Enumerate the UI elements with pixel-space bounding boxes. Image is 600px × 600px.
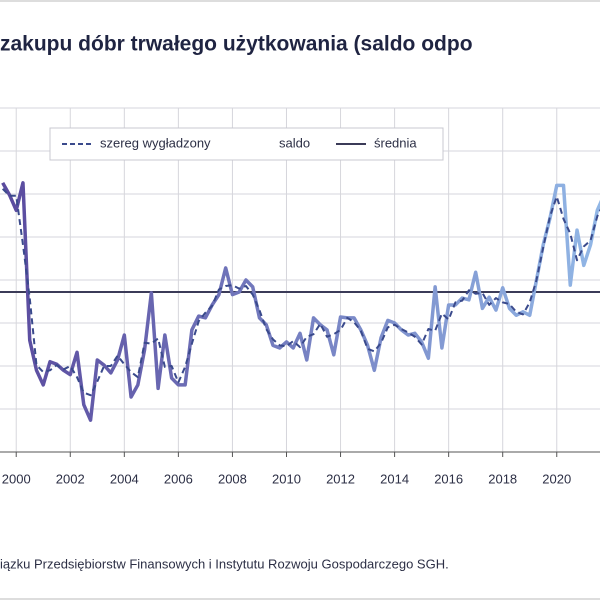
x-tick-label: 2020	[542, 471, 571, 486]
source-note: iązku Przedsiębiorstw Finansowych i Inst…	[0, 556, 449, 571]
series-line	[1, 181, 600, 422]
legend-label: średnia	[374, 135, 417, 150]
x-tick-label: 2002	[56, 471, 85, 486]
x-tick-label: 2008	[218, 471, 247, 486]
x-tick-label: 2006	[164, 471, 193, 486]
x-tick-label: 2010	[272, 471, 301, 486]
legend-label: szereg wygładzony	[100, 135, 211, 150]
chart-title: zakupu dóbr trwałego użytkowania (saldo …	[0, 33, 473, 56]
series-line	[1, 188, 600, 397]
x-tick-label: 2012	[326, 471, 355, 486]
x-tick-label: 2004	[110, 471, 139, 486]
x-tick-label: 2016	[434, 471, 463, 486]
legend-label: saldo	[279, 135, 310, 150]
x-tick-label: 2000	[2, 471, 31, 486]
legend: szereg wygładzony saldo średnia	[49, 127, 444, 161]
x-tick-label: 2018	[488, 471, 517, 486]
x-tick-label: 2014	[380, 471, 409, 486]
